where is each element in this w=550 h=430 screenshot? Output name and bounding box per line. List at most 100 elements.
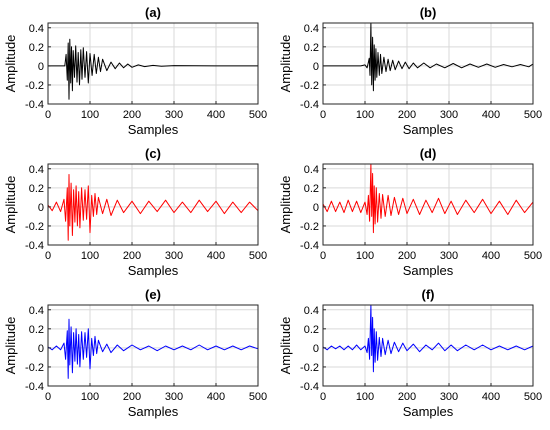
y-tick-label: 0 [313,61,319,73]
panel-title: (d) [420,146,437,161]
x-tick-label: 200 [398,109,416,121]
y-axis-label: Amplitude [3,35,18,93]
y-axis-label: Amplitude [3,176,18,234]
x-tick-label: 200 [398,250,416,262]
signal-line [47,318,259,379]
y-tick-label: 0 [313,343,319,355]
y-tick-label: 0 [38,202,44,214]
panel-title: (c) [145,146,161,161]
signal-line [48,38,258,100]
panel-title: (e) [145,287,161,302]
signal-line [322,304,534,373]
x-tick-label: 0 [320,250,326,262]
x-axis-label: Samples [128,404,179,419]
x-tick-label: 400 [482,391,500,403]
y-tick-label: 0.2 [29,42,44,54]
x-tick-label: 500 [524,250,542,262]
y-tick-label: 0.4 [29,305,44,317]
panel-c: 0 100 200 300 400 500 -0.4 -0.2 0 0.2 0.4 (c) Sample… [3,146,267,278]
y-tick-label: -0.4 [25,99,44,111]
x-tick-label: 300 [165,250,183,262]
y-tick-label: 0.2 [304,183,319,195]
y-axis-label: Amplitude [278,317,293,375]
y-tick-label: 0.2 [304,324,319,336]
x-tick-label: 300 [440,109,458,121]
x-tick-label: 300 [440,391,458,403]
x-tick-label: 500 [524,109,542,121]
y-axis-label: Amplitude [278,35,293,93]
panel-title: (b) [420,5,437,20]
y-tick-label: -0.2 [300,80,319,92]
y-axis-label: Amplitude [3,317,18,375]
x-tick-label: 500 [249,250,267,262]
x-tick-label: 400 [207,391,225,403]
panel-title: (a) [145,5,161,20]
x-tick-label: 200 [123,109,141,121]
x-tick-label: 0 [45,391,51,403]
plot-frame [47,304,259,387]
y-tick-label: 0.4 [304,164,319,176]
plot-frame [322,22,534,105]
x-tick-label: 400 [207,109,225,121]
signal-line [47,174,259,241]
y-tick-label: 0 [38,343,44,355]
x-tick-label: 500 [249,109,267,121]
y-tick-label: 0.4 [29,23,44,35]
x-tick-label: 100 [81,250,99,262]
x-tick-label: 200 [398,391,416,403]
y-tick-label: -0.4 [300,240,319,252]
x-tick-label: 0 [45,109,51,121]
y-tick-label: 0 [38,61,44,73]
x-tick-label: 400 [482,109,500,121]
panel-d: 0 100 200 300 400 500 -0.4 -0.2 0 0.2 0.4 (d) Sample… [278,146,542,278]
y-tick-label: -0.2 [300,221,319,233]
x-tick-label: 0 [45,250,51,262]
y-tick-label: 0.4 [29,164,44,176]
x-axis-label: Samples [403,263,454,278]
y-tick-label: 0.4 [304,305,319,317]
y-tick-label: -0.2 [300,362,319,374]
x-axis-label: Samples [128,122,179,137]
signal-line [323,22,534,92]
x-tick-label: 300 [165,391,183,403]
x-tick-label: 300 [440,250,458,262]
panel-e: 0 100 200 300 400 500 -0.4 -0.2 0 0.2 0.4 (e) Sample… [3,287,267,419]
x-tick-label: 0 [320,391,326,403]
x-tick-label: 500 [524,391,542,403]
x-tick-label: 100 [81,391,99,403]
y-tick-label: -0.4 [25,381,44,393]
plot-frame [47,163,259,246]
y-tick-label: -0.2 [25,80,44,92]
plot-frame [322,163,534,246]
x-tick-label: 100 [356,250,374,262]
x-tick-label: 100 [81,109,99,121]
y-tick-label: -0.4 [300,99,319,111]
x-tick-label: 200 [123,391,141,403]
y-tick-label: 0.2 [29,324,44,336]
y-axis-label: Amplitude [278,176,293,234]
x-tick-label: 500 [249,391,267,403]
x-tick-label: 100 [356,391,374,403]
y-tick-label: 0.2 [29,183,44,195]
y-tick-label: 0 [313,202,319,214]
plot-frame [47,22,259,105]
signal-line [322,163,534,234]
x-tick-label: 100 [356,109,374,121]
panel-f: 0 100 200 300 400 500 -0.4 -0.2 0 0.2 0.4 (f) Sample… [278,287,542,419]
panel-title: (f) [422,287,435,302]
y-tick-label: -0.2 [25,221,44,233]
x-tick-label: 300 [165,109,183,121]
plot-frame [322,304,534,387]
y-tick-label: 0.2 [304,42,319,54]
x-tick-label: 0 [320,109,326,121]
x-axis-label: Samples [403,122,454,137]
x-axis-label: Samples [128,263,179,278]
x-tick-label: 400 [207,250,225,262]
x-tick-label: 400 [482,250,500,262]
panel-b: 0 100 200 300 400 500 -0.4 -0.2 0 0.2 0.4 (b) Sample… [278,5,542,137]
y-tick-label: -0.4 [300,381,319,393]
y-tick-label: -0.4 [25,240,44,252]
y-tick-label: -0.2 [25,362,44,374]
panel-a: 0 100 200 300 400 500 -0.4 -0.2 0 0.2 0.4 (a) Sample… [3,5,267,137]
